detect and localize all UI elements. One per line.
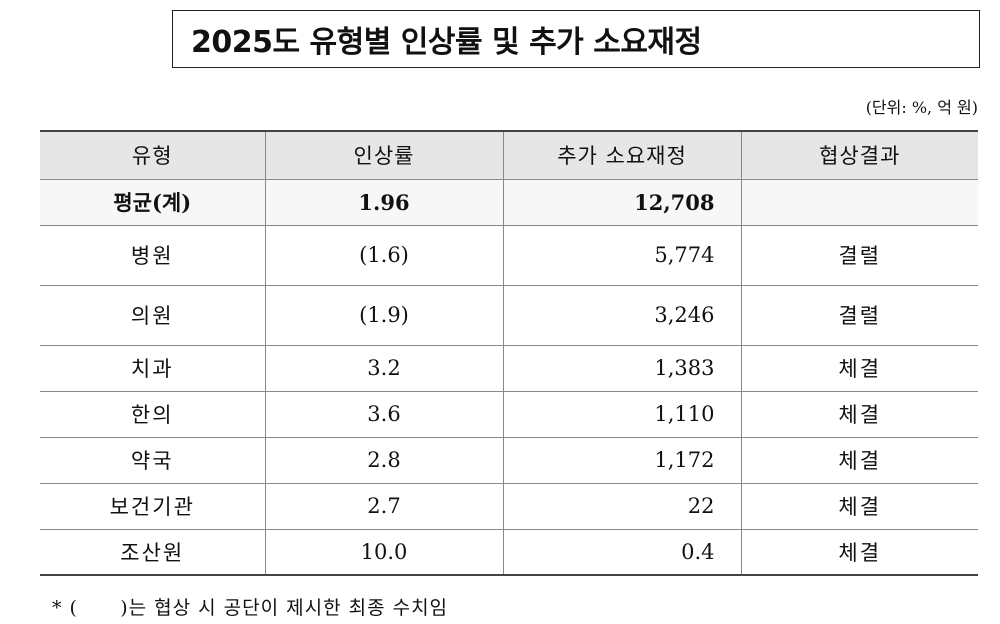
table-row: 의원 (1.9) 3,246 결렬	[40, 285, 978, 346]
cell-result: 체결	[740, 529, 978, 576]
cell-rate: 1.96	[264, 179, 503, 226]
cell-type: 평균(계)	[40, 179, 265, 226]
cell-type: 조산원	[40, 529, 265, 576]
cell-type: 약국	[40, 437, 265, 484]
cell-budget: 5,774	[502, 225, 741, 286]
footnote: * ( )는 협상 시 공단이 제시한 최종 수치임	[52, 597, 449, 619]
cell-rate: 3.2	[264, 345, 503, 392]
cell-type: 병원	[40, 225, 265, 286]
page-title: 2025도 유형별 인상률 및 추가 소요재정	[172, 10, 980, 68]
rate-table: 유형 인상률 추가 소요재정 협상결과 평균(계) 1.96 12,708 병원…	[40, 130, 978, 576]
cell-rate: 2.8	[264, 437, 503, 484]
cell-result: 체결	[740, 483, 978, 530]
cell-result: 체결	[740, 437, 978, 484]
header-rate: 인상률	[264, 131, 503, 180]
table-row: 병원 (1.6) 5,774 결렬	[40, 225, 978, 286]
header-type: 유형	[40, 131, 265, 180]
cell-rate: 2.7	[264, 483, 503, 530]
cell-result: 결렬	[740, 225, 978, 286]
cell-budget: 12,708	[502, 179, 741, 226]
header-result: 협상결과	[740, 131, 978, 180]
cell-rate: (1.9)	[264, 285, 503, 346]
table-row: 약국 2.8 1,172 체결	[40, 437, 978, 484]
cell-type: 의원	[40, 285, 265, 346]
cell-type: 치과	[40, 345, 265, 392]
cell-budget: 22	[502, 483, 741, 530]
cell-budget: 1,383	[502, 345, 741, 392]
cell-budget: 1,110	[502, 391, 741, 438]
unit-note: (단위: %, 억 원)	[865, 98, 978, 117]
cell-result	[740, 179, 978, 226]
cell-result: 체결	[740, 391, 978, 438]
table-header-row: 유형 인상률 추가 소요재정 협상결과	[40, 131, 978, 180]
cell-result: 결렬	[740, 285, 978, 346]
cell-rate: (1.6)	[264, 225, 503, 286]
table-row-average: 평균(계) 1.96 12,708	[40, 179, 978, 226]
header-budget: 추가 소요재정	[502, 131, 741, 180]
cell-rate: 10.0	[264, 529, 503, 576]
cell-budget: 1,172	[502, 437, 741, 484]
table-row: 치과 3.2 1,383 체결	[40, 345, 978, 392]
cell-budget: 0.4	[502, 529, 741, 576]
table-row: 한의 3.6 1,110 체결	[40, 391, 978, 438]
cell-type: 한의	[40, 391, 265, 438]
cell-rate: 3.6	[264, 391, 503, 438]
cell-budget: 3,246	[502, 285, 741, 346]
cell-result: 체결	[740, 345, 978, 392]
table-row: 조산원 10.0 0.4 체결	[40, 529, 978, 576]
cell-type: 보건기관	[40, 483, 265, 530]
table-row: 보건기관 2.7 22 체결	[40, 483, 978, 530]
